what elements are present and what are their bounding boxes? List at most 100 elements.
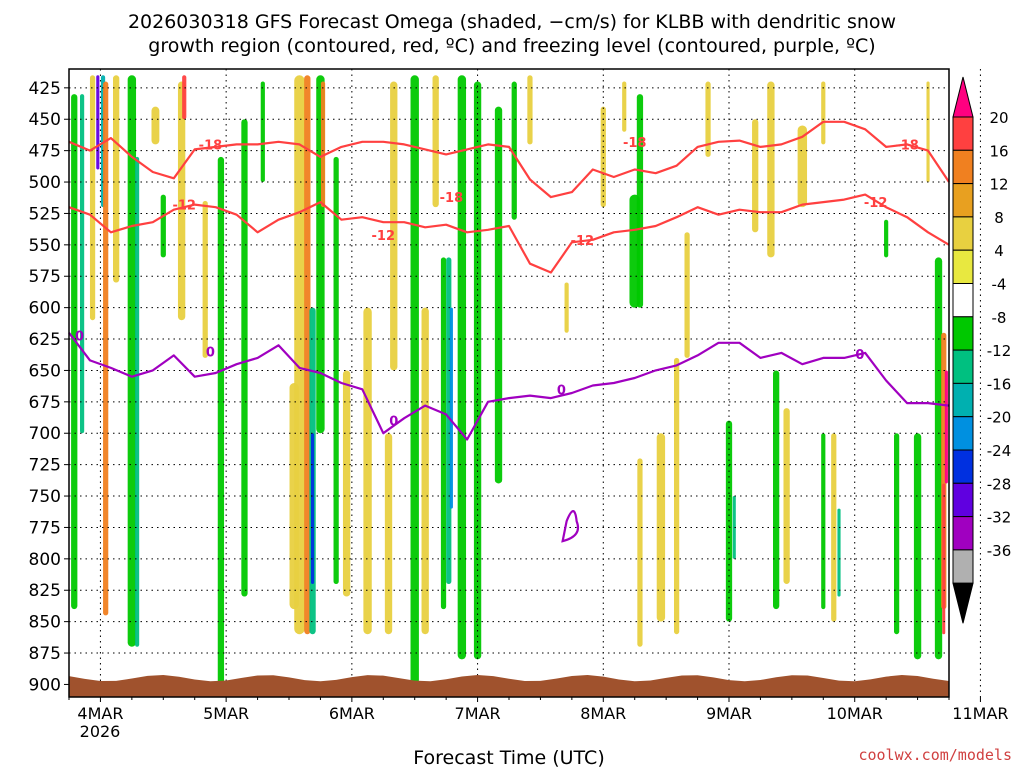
colorbar-label: 16 (989, 142, 1008, 160)
omega-band (127, 75, 137, 647)
y-tick-label: 900 (29, 675, 61, 695)
colorbar-label: -4 (992, 276, 1007, 294)
colorbar-swatch (952, 116, 974, 151)
contour-label: -12 (372, 229, 396, 244)
omega-band (884, 219, 889, 258)
colorbar-swatch (952, 249, 974, 284)
omega-band (564, 282, 569, 333)
colorbar-label: -28 (987, 475, 1012, 493)
x-tick-label: 8MAR (580, 704, 626, 723)
y-tick-label: 875 (29, 644, 61, 664)
omega-band (636, 94, 644, 308)
contour-label: -18 (895, 138, 919, 153)
omega-band (320, 81, 326, 208)
contour-label: -18 (623, 136, 647, 151)
x-axis-ticks: 4MAR 5MAR 6MAR 7MAR 8MAR 9MAR 10MAR 11MAR (68, 697, 1009, 723)
omega-band (342, 370, 351, 597)
omega-band (421, 307, 429, 635)
colorbar-swatch (952, 416, 974, 451)
y-tick-label: 600 (29, 299, 61, 319)
omega-band (177, 81, 186, 321)
y-tick-label: 650 (29, 361, 61, 381)
omega-band (103, 81, 109, 616)
contour-label: -18 (440, 191, 464, 206)
y-tick-label: 800 (29, 550, 61, 570)
contour-label: -12 (172, 199, 196, 214)
omega-band (622, 81, 627, 132)
omega-band (151, 106, 160, 145)
contour-label: 0 (206, 346, 215, 361)
contour-label: -12 (864, 196, 888, 211)
omega-band (80, 94, 85, 434)
x-axis-year: 2026 (80, 722, 121, 741)
x-tick-label: 4MAR (77, 704, 123, 723)
colorbar-swatch (952, 449, 974, 484)
plot-frame (68, 68, 950, 698)
omega-band (432, 75, 439, 208)
omega-band (457, 75, 467, 660)
colorbar-swatch (952, 349, 974, 384)
omega-band (944, 370, 948, 484)
y-tick-label: 825 (29, 581, 61, 601)
contour-labels: -18 -18 -18 -18 -12 -12 -12 -12 0 0 0 0 0 (75, 136, 919, 430)
colorbar-top-arrow (952, 76, 974, 118)
y-tick-label: 575 (29, 267, 61, 287)
omega-band (202, 200, 208, 358)
y-axis-ticks: 425 450 475 500 525 550 575 600 625 650 675 700 725 7… (29, 79, 69, 695)
freezing-level-contour (68, 332, 950, 441)
colorbar-swatch (952, 482, 974, 518)
omega-band (135, 156, 140, 647)
omega-band (797, 125, 808, 208)
colorbar-swatch (952, 382, 974, 418)
y-tick-label: 425 (29, 79, 61, 99)
omega-band (926, 81, 930, 183)
omega-band (752, 119, 759, 233)
y-tick-label: 450 (29, 110, 61, 130)
omega-band (732, 496, 736, 559)
y-tick-label: 700 (29, 424, 61, 444)
colorbar: 20 16 12 8 4 -4 -8 -12 -16 -20 -24 -28 -32 -36 (952, 76, 1012, 624)
y-tick-label: 775 (29, 518, 61, 538)
colorbar-label: -32 (987, 509, 1012, 527)
omega-band (217, 156, 225, 685)
omega-band (894, 433, 900, 635)
omega-band (773, 370, 780, 610)
omega-band (473, 81, 482, 660)
x-tick-label: 10MAR (827, 704, 883, 723)
contour-label: 0 (389, 415, 398, 430)
omega-band (333, 156, 339, 584)
chart-title-line2: growth region (contoured, red, ºC) and f… (148, 35, 875, 57)
omega-band (656, 433, 666, 622)
colorbar-label: -12 (987, 342, 1012, 360)
colorbar-label: 20 (989, 109, 1008, 127)
contour-label: 0 (855, 348, 864, 363)
omega-band (494, 106, 503, 484)
colorbar-swatch (952, 149, 974, 185)
y-tick-label: 675 (29, 393, 61, 413)
omega-band (384, 433, 393, 635)
x-tick-label: 11MAR (952, 704, 1008, 723)
y-tick-label: 500 (29, 173, 61, 193)
omega-band (241, 119, 248, 597)
omega-band (821, 81, 826, 145)
omega-band (182, 75, 187, 120)
omega-band (89, 75, 96, 321)
colorbar-bottom-arrow (952, 582, 974, 624)
contour-label: -12 (571, 234, 595, 249)
colorbar-label: -20 (987, 409, 1012, 427)
colorbar-label: -16 (987, 375, 1012, 393)
omega-band (260, 81, 265, 183)
y-tick-label: 550 (29, 236, 61, 256)
omega-shading (71, 75, 948, 685)
omega-band (410, 75, 419, 685)
omega-band (511, 81, 517, 220)
colorbar-swatch (952, 216, 974, 251)
omega-band (600, 106, 606, 208)
x-axis-label: Forecast Time (UTC) (413, 747, 604, 768)
x-tick-label: 7MAR (455, 704, 501, 723)
omega-band (637, 458, 643, 647)
omega-band (684, 232, 690, 358)
omega-band (96, 75, 100, 170)
colorbar-swatch (952, 549, 974, 584)
y-tick-label: 475 (29, 142, 61, 162)
